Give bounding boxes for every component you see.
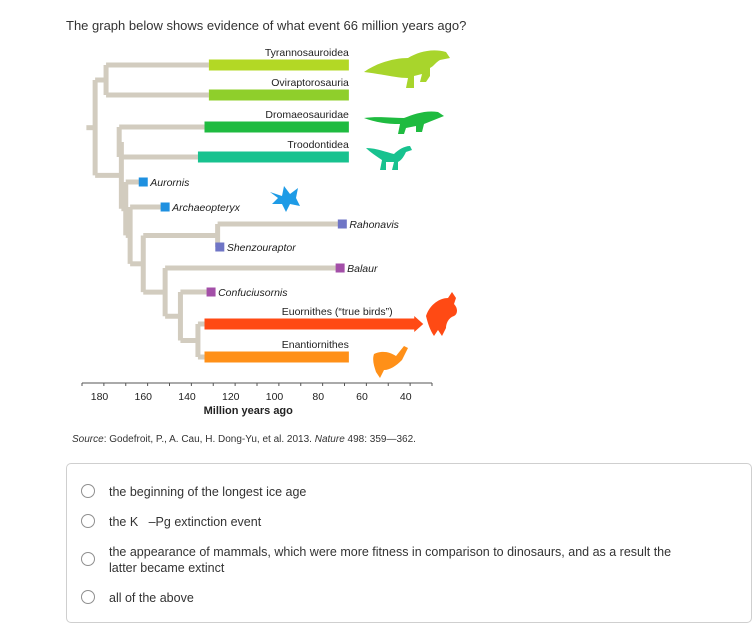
- option-all-of-above[interactable]: all of the above: [81, 590, 699, 606]
- x-axis-label: Million years ago: [204, 405, 294, 417]
- radio-button[interactable]: [81, 514, 95, 528]
- taxon-euornithes-true-birds-label: Euornithes (“true birds”): [282, 306, 393, 318]
- taxon-oviraptorosauria-label: Oviraptorosauria: [271, 77, 349, 89]
- taxon-aurornis-marker: [138, 177, 148, 187]
- question-text: The graph below shows evidence of what e…: [66, 18, 467, 33]
- option-label: the K –Pg extinction event: [109, 515, 262, 529]
- taxon-oviraptorosauria-bar: [208, 89, 349, 101]
- taxon-dromaeosauridae-label: Dromaeosauridae: [265, 109, 349, 121]
- source-journal: Nature: [314, 434, 345, 445]
- taxon-troodontidea-label: Troodontidea: [287, 139, 349, 151]
- option-label: the beginning of the longest ice age: [109, 485, 307, 499]
- option-label: all of the above: [109, 591, 194, 605]
- option-ice-age[interactable]: the beginning of the longest ice age: [81, 484, 699, 500]
- taxon-rahonavis-label: Rahonavis: [349, 219, 399, 231]
- radio-button[interactable]: [81, 484, 95, 498]
- taxon-aurornis-label: Aurornis: [149, 177, 190, 189]
- option-label: the appearance of mammals, which were mo…: [109, 545, 672, 575]
- x-tick-label: 140: [178, 391, 196, 403]
- taxon-euornithes-true-birds-arrowhead: [414, 316, 424, 332]
- x-tick-label: 60: [356, 391, 368, 403]
- taxon-enantiornithes-label: Enantiornithes: [282, 339, 349, 351]
- taxon-tyrannosauroidea-bar: [208, 59, 349, 71]
- source-prefix: Source: [72, 434, 104, 445]
- source-citation: Source: Godefroit, P., A. Cau, H. Dong-Y…: [72, 434, 416, 445]
- branches: [86, 62, 343, 360]
- source-text: : Godefroit, P., A. Cau, H. Dong-Yu, et …: [103, 434, 315, 445]
- tyrannosaur-silhouette-icon: [364, 50, 450, 88]
- x-tick-label: 40: [400, 391, 412, 403]
- option-k-pg-extinction[interactable]: the K –Pg extinction event: [81, 514, 699, 530]
- troodontid-silhouette-icon: [366, 146, 412, 170]
- terminals: Tyrannosauroidea Oviraptorosauria Dromaeos…: [138, 47, 424, 363]
- taxon-dromaeosauridae-bar: [204, 121, 349, 133]
- radio-button[interactable]: [81, 552, 95, 566]
- x-tick-label: 80: [312, 391, 324, 403]
- option-mammals[interactable]: the appearance of mammals, which were mo…: [81, 544, 699, 576]
- x-axis: 180 160 140 120 100 80 60 40 Million years ago: [81, 382, 433, 417]
- phylogeny-chart: Tyrannosauroidea Oviraptorosauria Dromaeos…: [81, 47, 457, 417]
- rooster-silhouette-icon: [426, 292, 457, 336]
- answer-options: the beginning of the longest ice age the…: [66, 463, 752, 623]
- taxon-enantiornithes-bar: [204, 351, 349, 363]
- taxon-troodontidea-bar: [197, 151, 349, 163]
- taxon-shenzouraptor-label: Shenzouraptor: [227, 242, 296, 254]
- taxon-archaeopteryx-marker: [160, 202, 170, 212]
- taxon-confuciusornis-label: Confuciusornis: [218, 287, 288, 299]
- source-ref: 498: 359—362.: [344, 434, 416, 445]
- x-tick-label: 100: [266, 391, 284, 403]
- taxon-archaeopteryx-label: Archaeopteryx: [171, 202, 240, 214]
- taxon-confuciusornis-marker: [206, 287, 216, 297]
- taxon-balaur-label: Balaur: [347, 263, 378, 275]
- x-tick-label: 180: [91, 391, 109, 403]
- enantiornithine-silhouette-icon: [373, 346, 408, 378]
- archaeopteryx-silhouette-icon: [270, 186, 300, 212]
- x-tick-label: 120: [222, 391, 240, 403]
- taxon-rahonavis-marker: [337, 219, 347, 229]
- dromaeosaur-silhouette-icon: [364, 111, 444, 134]
- radio-button[interactable]: [81, 590, 95, 604]
- taxon-euornithes-true-birds-bar: [204, 318, 416, 330]
- x-tick-label: 160: [134, 391, 152, 403]
- taxon-tyrannosauroidea-label: Tyrannosauroidea: [265, 47, 349, 59]
- silhouettes: [270, 50, 457, 378]
- taxon-balaur-marker: [335, 263, 345, 273]
- taxon-shenzouraptor-marker: [215, 242, 225, 252]
